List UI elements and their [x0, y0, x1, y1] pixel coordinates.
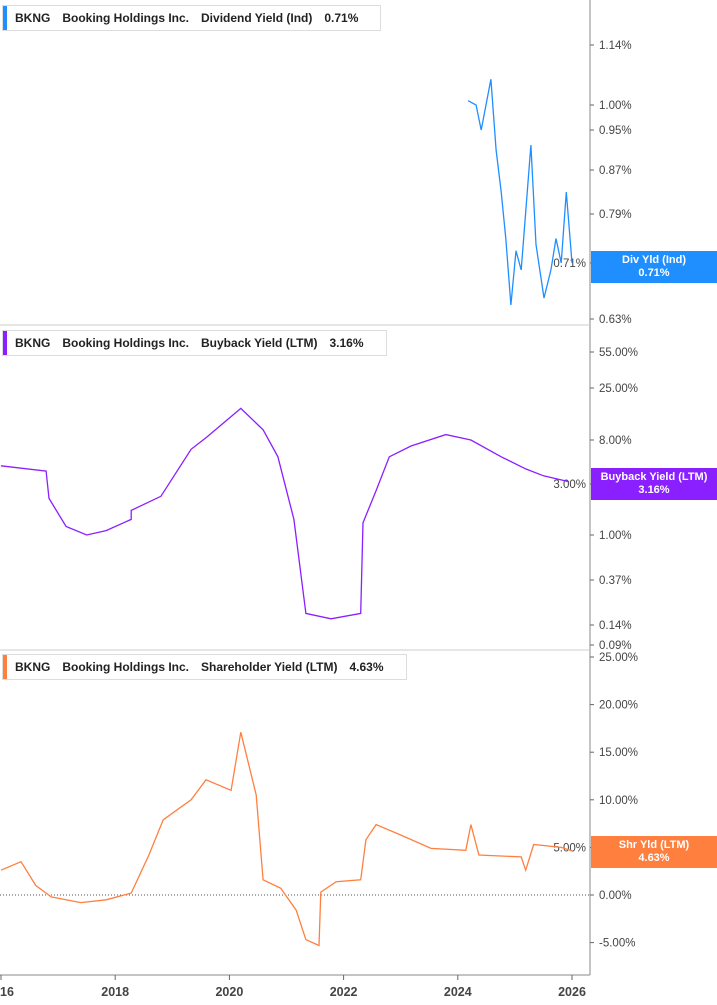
value-tag-buyback: Buyback Yield (LTM) 3.16%	[591, 468, 717, 500]
ticker: BKNG	[15, 336, 51, 350]
tag-label: Buyback Yield (LTM)	[600, 471, 708, 483]
y-tick-label: 1.00%	[599, 530, 632, 542]
y-tick-label: 15.00%	[599, 747, 638, 759]
y-tick-label: -5.00%	[599, 938, 635, 950]
tag-value: 3.16%	[638, 484, 670, 496]
y-tick-label: 10.00%	[599, 795, 638, 807]
metric-name: Buyback Yield (LTM)	[201, 336, 318, 350]
series-line-0	[467, 79, 573, 306]
x-tick-label: 2024	[444, 985, 472, 999]
x-tick-label: 2022	[330, 985, 358, 999]
y-tick-label: 0.95%	[599, 125, 632, 137]
y-tick-label: 25.00%	[599, 383, 638, 395]
series-color-swatch	[3, 331, 7, 355]
metric-value: 4.63%	[349, 660, 384, 674]
series-color-swatch	[3, 655, 7, 679]
y-tick-label: 8.00%	[599, 435, 632, 447]
y-tick-label: 0.71%	[553, 258, 586, 270]
tag-value: 4.63%	[638, 852, 670, 864]
y-tick-label: 20.00%	[599, 700, 638, 712]
x-tick-label: 2018	[101, 985, 129, 999]
company-name: Booking Holdings Inc.	[62, 660, 190, 674]
legend-shareholder: BKNG Booking Holdings Inc. Shareholder Yie…	[2, 654, 407, 680]
x-tick-label: 2020	[215, 985, 243, 999]
tag-label: Shr Yld (LTM)	[618, 839, 690, 851]
legend-dividend: BKNG Booking Holdings Inc. Dividend Yield …	[2, 5, 382, 31]
tag-value: 0.71%	[638, 267, 670, 279]
y-tick-label: 0.79%	[599, 209, 632, 221]
x-tick-label: 2026	[558, 985, 586, 999]
series-line-2	[0, 732, 573, 947]
metric-name: Dividend Yield (Ind)	[201, 11, 313, 25]
company-name: Booking Holdings Inc.	[62, 11, 190, 25]
y-tick-label: 0.87%	[599, 165, 632, 177]
metric-value: 3.16%	[329, 336, 364, 350]
y-tick-label: 0.00%	[599, 890, 632, 902]
ticker: BKNG	[15, 11, 51, 25]
y-tick-label: 1.00%	[599, 100, 632, 112]
y-tick-label: 25.00%	[599, 652, 638, 664]
metric-value: 0.71%	[324, 11, 359, 25]
x-tick-label: 16	[0, 985, 14, 999]
y-tick-label: 0.09%	[599, 640, 632, 652]
y-tick-label: 55.00%	[599, 347, 638, 359]
y-tick-label: 1.14%	[599, 40, 632, 52]
series-line-1	[0, 407, 570, 620]
y-tick-label: 3.00%	[553, 479, 586, 491]
metric-name: Shareholder Yield (LTM)	[201, 660, 338, 674]
tag-label: Div Yld (Ind)	[622, 254, 686, 266]
value-tag-shareholder: Shr Yld (LTM) 4.63%	[591, 836, 717, 868]
y-tick-label: 0.37%	[599, 575, 632, 587]
series-color-swatch	[3, 6, 7, 30]
y-tick-label: 0.63%	[599, 314, 632, 326]
value-tag-dividend: Div Yld (Ind) 0.71%	[591, 251, 717, 283]
legend-buyback: BKNG Booking Holdings Inc. Buyback Yield (…	[2, 330, 387, 356]
company-name: Booking Holdings Inc.	[62, 336, 190, 350]
y-tick-label: 0.14%	[599, 620, 632, 632]
y-tick-label: 5.00%	[553, 842, 586, 854]
ticker: BKNG	[15, 660, 51, 674]
